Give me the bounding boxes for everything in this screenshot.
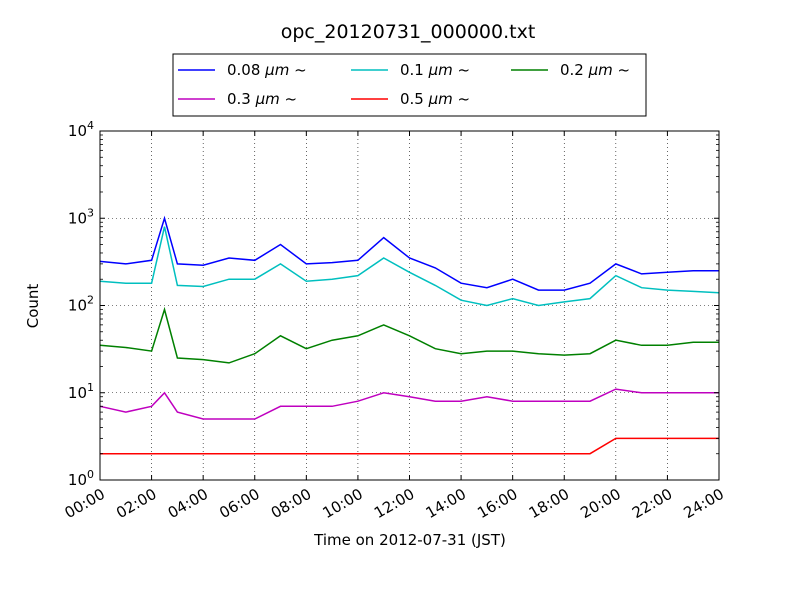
plot-lines <box>99 215 720 455</box>
legend-frame <box>172 53 647 117</box>
series-line <box>99 306 719 364</box>
legend-label: 0.2 μm ~ <box>560 61 630 79</box>
series-line <box>99 226 720 307</box>
legend-label: 0.1 μm ~ <box>400 61 470 79</box>
legend-label: 0.08 μm ~ <box>227 61 307 79</box>
x-axis-label: Time on 2012-07-31 (JST) <box>313 531 506 549</box>
series-line <box>100 437 719 455</box>
series-line <box>99 388 719 420</box>
chart-title: opc_20120731_000000.txt <box>281 21 536 43</box>
legend: 0.08 μm ~ 0.3 μm ~ 0.1 μm ~ 0.5 μm ~ 0.2 μm … <box>172 53 647 117</box>
legend-label: 0.5 μm ~ <box>400 90 470 108</box>
y-axis-label: Count <box>24 284 42 329</box>
series-line <box>99 215 719 291</box>
legend-label: 0.3 μm ~ <box>227 90 297 108</box>
